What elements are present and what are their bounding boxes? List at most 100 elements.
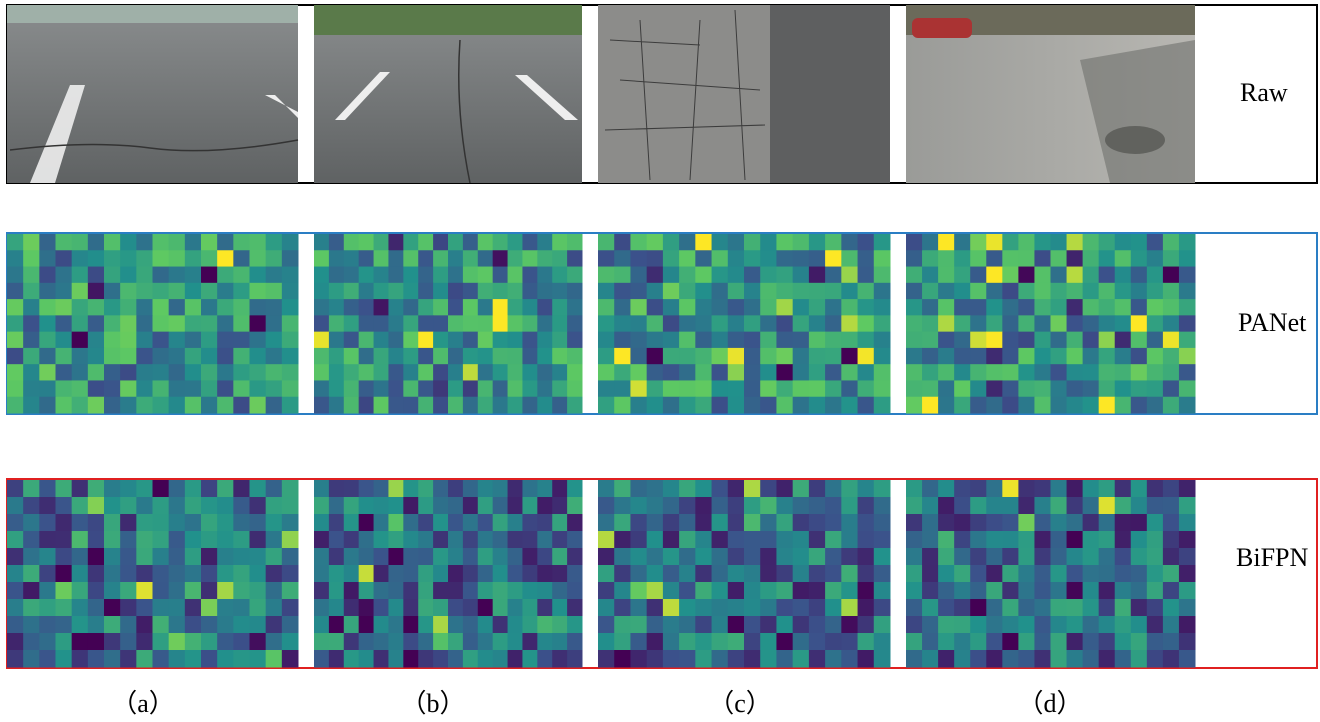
heatmap-cell bbox=[403, 497, 418, 515]
heatmap-cell bbox=[329, 650, 344, 668]
heatmap-cell bbox=[630, 633, 647, 651]
heatmap-cell bbox=[266, 497, 283, 515]
heatmap-cell bbox=[7, 565, 24, 583]
heatmap-cell bbox=[1002, 364, 1019, 381]
heatmap-cell bbox=[478, 514, 493, 532]
heatmap-cell bbox=[522, 514, 537, 532]
heatmap-cell bbox=[508, 582, 523, 600]
heatmap-cell bbox=[728, 599, 745, 617]
heatmap-cell bbox=[282, 514, 299, 532]
heatmap-cell bbox=[1034, 548, 1051, 566]
heatmap-cell bbox=[1115, 531, 1132, 549]
heatmap-cell bbox=[329, 348, 344, 365]
heatmap-cell bbox=[630, 616, 647, 634]
heatmap-cell bbox=[712, 531, 729, 549]
heatmap-cell bbox=[906, 531, 923, 549]
heatmap-cell bbox=[104, 514, 121, 532]
heatmap-cell bbox=[403, 599, 418, 617]
heatmap-cell bbox=[841, 480, 858, 498]
heatmap-cell bbox=[359, 480, 374, 498]
heatmap-cell bbox=[314, 250, 329, 267]
heatmap-cell bbox=[1179, 315, 1196, 332]
heatmap-cell bbox=[938, 480, 955, 498]
heatmap-cell bbox=[185, 650, 202, 668]
heatmap-cell bbox=[663, 283, 680, 300]
heatmap-cell bbox=[344, 332, 359, 349]
heatmap-cell bbox=[329, 480, 344, 498]
heatmap-cell bbox=[647, 250, 664, 267]
heatmap-cell bbox=[153, 480, 170, 498]
heatmap-cell bbox=[250, 380, 267, 397]
heatmap-cell bbox=[712, 380, 729, 397]
heatmap-cell bbox=[217, 315, 234, 332]
heatmap-cell bbox=[344, 497, 359, 515]
heatmap-cell bbox=[679, 332, 696, 349]
heatmap-cell bbox=[695, 582, 712, 600]
heatmap-cell bbox=[508, 299, 523, 316]
heatmap-cell bbox=[448, 364, 463, 381]
heatmap-cell bbox=[986, 315, 1003, 332]
heatmap-cell bbox=[744, 397, 761, 414]
heatmap-cell bbox=[88, 380, 105, 397]
heatmap-cell bbox=[169, 234, 186, 251]
heatmap-cell bbox=[493, 397, 508, 414]
heatmap-cell bbox=[463, 283, 478, 300]
heatmap-cell bbox=[169, 267, 186, 284]
heatmap-cell bbox=[712, 348, 729, 365]
heatmap-cell bbox=[185, 380, 202, 397]
heatmap-cell bbox=[1099, 650, 1116, 668]
heatmap-cell bbox=[478, 380, 493, 397]
heatmap-cell bbox=[448, 234, 463, 251]
heatmap-cell bbox=[1067, 332, 1084, 349]
heatmap-cell bbox=[344, 616, 359, 634]
heatmap-cell bbox=[508, 514, 523, 532]
heatmap-cell bbox=[250, 514, 267, 532]
heatmap-cell bbox=[266, 283, 283, 300]
heatmap-cell bbox=[906, 582, 923, 600]
heatmap-cell bbox=[1163, 332, 1180, 349]
heatmap-cell bbox=[1051, 531, 1068, 549]
heatmap-cell bbox=[493, 582, 508, 600]
heatmap-cell bbox=[201, 250, 218, 267]
heatmap-cell bbox=[647, 548, 664, 566]
heatmap-cell bbox=[388, 397, 403, 414]
heatmap-cell bbox=[809, 480, 826, 498]
heatmap-cell bbox=[388, 332, 403, 349]
heatmap-cell bbox=[185, 565, 202, 583]
heatmap-cell bbox=[1099, 380, 1116, 397]
heatmap-cell bbox=[1067, 548, 1084, 566]
heatmap-cell bbox=[679, 548, 696, 566]
heatmap-cell bbox=[233, 332, 250, 349]
heatmap-cell bbox=[72, 283, 89, 300]
heatmap-cell bbox=[598, 283, 615, 300]
heatmap-cell bbox=[1051, 599, 1068, 617]
heatmap-cell bbox=[1002, 633, 1019, 651]
heatmap-cell bbox=[986, 514, 1003, 532]
heatmap-cell bbox=[314, 380, 329, 397]
heatmap-cell bbox=[858, 480, 875, 498]
heatmap-cell bbox=[314, 633, 329, 651]
heatmap-cell bbox=[809, 250, 826, 267]
heatmap-cell bbox=[841, 380, 858, 397]
heatmap-cell bbox=[776, 234, 793, 251]
heatmap-cell bbox=[906, 364, 923, 381]
heatmap-cell bbox=[712, 299, 729, 316]
heatmap-cell bbox=[1083, 380, 1100, 397]
heatmap-cell bbox=[874, 565, 891, 583]
heatmap-cell bbox=[630, 650, 647, 668]
heatmap-cell bbox=[217, 531, 234, 549]
heatmap-cell bbox=[153, 250, 170, 267]
heatmap-cell bbox=[1083, 348, 1100, 365]
heatmap-cell bbox=[552, 480, 567, 498]
heatmap-cell bbox=[478, 283, 493, 300]
heatmap-cell bbox=[874, 283, 891, 300]
heatmap-cell bbox=[403, 315, 418, 332]
heatmap-cell bbox=[120, 633, 137, 651]
heatmap-cell bbox=[728, 283, 745, 300]
heatmap-cell bbox=[1115, 380, 1132, 397]
heatmap-cell bbox=[522, 332, 537, 349]
heatmap-cell bbox=[986, 616, 1003, 634]
heatmap-cell bbox=[233, 348, 250, 365]
heatmap-cell bbox=[663, 531, 680, 549]
heatmap-cell bbox=[39, 380, 56, 397]
